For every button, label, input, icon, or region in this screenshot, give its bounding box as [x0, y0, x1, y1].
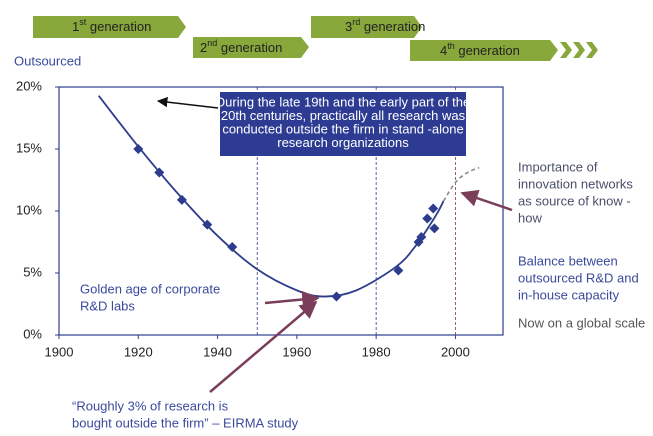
networks-note: how: [518, 210, 542, 225]
generation-bar: 1st generation 2nd generation 3rd genera…: [33, 16, 598, 61]
y-tick-label: 10%: [16, 202, 42, 217]
balance-note: Balance between: [518, 253, 618, 268]
gen-num: 4: [440, 43, 447, 58]
gen-sup: rd: [352, 17, 360, 27]
gen-text: generation: [455, 43, 520, 58]
data-point: [154, 167, 165, 178]
trend-line: [442, 166, 480, 202]
y-tick-label: 15%: [16, 140, 42, 155]
x-tick-label: 1960: [282, 344, 311, 359]
networks-note: Importance of: [518, 159, 598, 174]
golden-age-label: R&D labs: [80, 298, 135, 313]
annotation-arrow: [209, 300, 318, 393]
gen-num: 2: [200, 40, 207, 55]
data-point: [176, 194, 187, 205]
annotation-arrow: [460, 189, 513, 212]
gen-arrow: [311, 16, 422, 38]
x-tick-label: 1940: [203, 344, 232, 359]
global-note: Now on a global scale: [518, 315, 645, 330]
balance-note: outsourced R&D and: [518, 270, 639, 285]
data-point: [227, 241, 238, 252]
networks-note: as source of know -: [518, 193, 631, 208]
note-text: conducted outside the firm in stand -alo…: [222, 121, 463, 136]
data-point: [422, 213, 433, 224]
gen-num: 1: [72, 19, 79, 34]
note-text: research organizations: [277, 135, 409, 150]
gen-text: generation: [360, 19, 425, 34]
note-arrow: [156, 96, 219, 109]
data-point: [393, 265, 404, 276]
gen-label: 4th generation: [440, 41, 520, 58]
gen-num: 3: [345, 19, 352, 34]
gen-label: 2nd generation: [200, 38, 282, 55]
data-point: [416, 232, 427, 243]
annotation-arrow: [264, 290, 320, 309]
gen-arrow: [410, 40, 558, 61]
y-tick-label: 5%: [23, 264, 42, 279]
note-text: 20th centuries, practically all research…: [221, 108, 466, 123]
gen-text: generation: [86, 19, 151, 34]
note-box: [220, 92, 466, 156]
golden-age-label: Golden age of corporate: [80, 281, 220, 296]
x-tick-label: 2000: [441, 344, 470, 359]
balance-note: in-house capacity: [518, 287, 620, 302]
data-point: [429, 223, 440, 234]
gen-label: 3rd generation: [345, 17, 425, 34]
data-point: [133, 144, 144, 154]
gen-arrow: [193, 37, 309, 58]
gen-text: generation: [217, 40, 282, 55]
y-axis-label: Outsourced: [14, 53, 81, 68]
x-tick-label: 1920: [124, 344, 153, 359]
gen-sup: nd: [207, 38, 217, 48]
quote-text: “Roughly 3% of research is: [72, 398, 229, 413]
gen-sup: st: [79, 17, 87, 27]
x-tick-label: 1900: [45, 344, 74, 359]
note-text: During the late 19th and the early part …: [216, 94, 470, 109]
y-tick-label: 20%: [16, 78, 42, 93]
quote-text: bought outside the firm” – EIRMA study: [72, 415, 299, 430]
data-point: [428, 203, 439, 214]
gen-sup: th: [447, 41, 455, 51]
gen-label: 1st generation: [72, 17, 151, 34]
y-tick-label: 0%: [23, 326, 42, 341]
x-tick-label: 1980: [362, 344, 391, 359]
data-point: [331, 291, 342, 302]
data-point: [202, 219, 213, 230]
gen-arrow: [33, 16, 186, 38]
networks-note: innovation networks: [518, 176, 633, 191]
chevrons: [560, 42, 598, 58]
